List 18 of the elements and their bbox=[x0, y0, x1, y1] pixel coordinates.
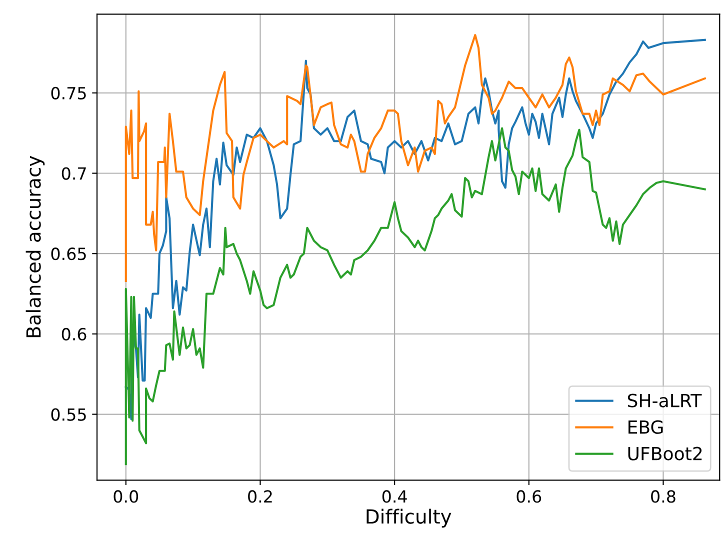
x-axis-title: Difficulty bbox=[366, 508, 452, 528]
line-series bbox=[124, 34, 706, 282]
x-tick-label: 0.4 bbox=[382, 490, 407, 503]
line-series bbox=[124, 38, 706, 420]
legend-label: SH-aLRT bbox=[628, 394, 702, 408]
y-axis-title: Balanced accuracy bbox=[26, 156, 45, 338]
x-tick-label: 0.2 bbox=[248, 490, 272, 503]
y-tick-label: 0.75 bbox=[51, 86, 86, 100]
x-tick-label: 0.8 bbox=[651, 490, 676, 503]
y-tick-label: 0.65 bbox=[51, 248, 86, 260]
y-tick-label: 0.6 bbox=[62, 328, 86, 340]
legend-label: EBG bbox=[628, 420, 663, 434]
x-tick-label: 0.0 bbox=[114, 490, 138, 503]
y-tick-label: 0.55 bbox=[51, 408, 86, 421]
x-tick-label: 0.6 bbox=[516, 490, 542, 503]
line-series bbox=[124, 127, 706, 466]
legend-label: UFBoot2 bbox=[628, 446, 702, 460]
y-tick-label: 0.7 bbox=[62, 167, 86, 180]
